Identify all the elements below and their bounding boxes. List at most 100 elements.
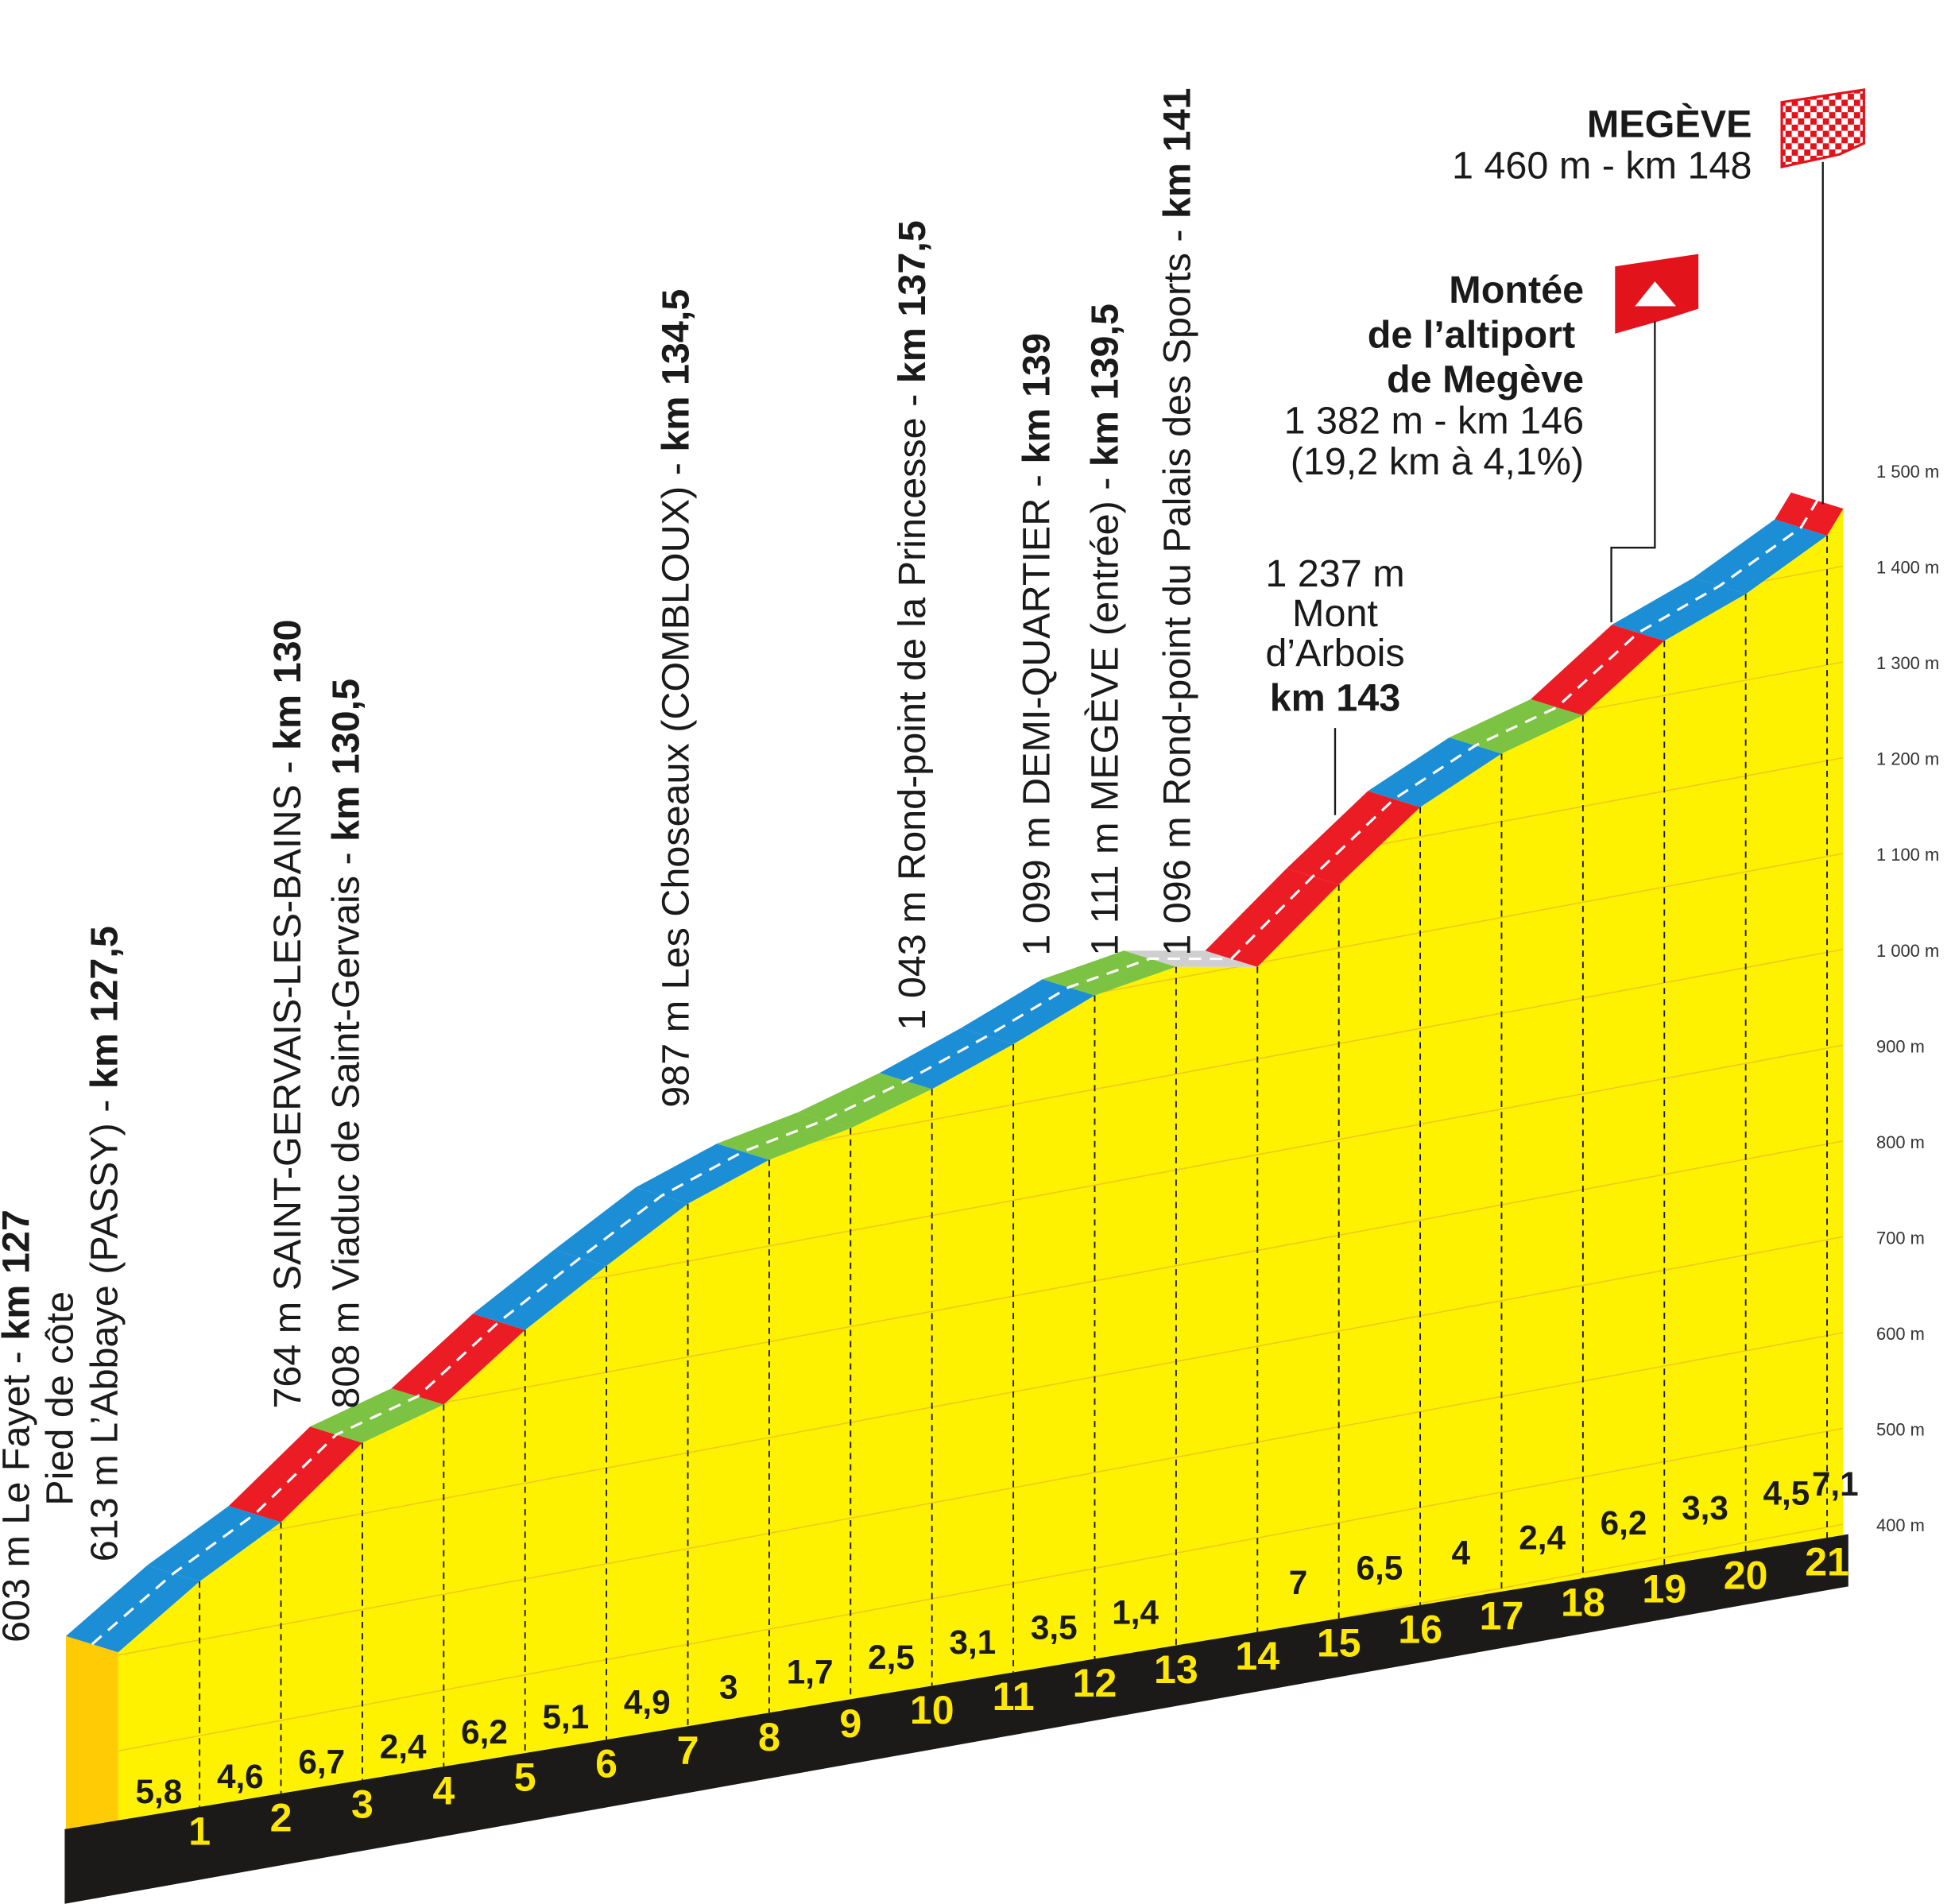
place-km: km 139,5 [1083,304,1126,466]
gradient-band [1205,868,1339,967]
y-tick-label: 1 000 m [1876,941,1939,961]
gradient-label: 7,1 [1812,1465,1859,1503]
summit-km: km 143 [1270,677,1401,720]
y-tick-label: 700 m [1876,1228,1925,1248]
place-text: 987 m Les Choseaux (COMBLOUX) - [654,452,697,1108]
gradient-label: 6,5 [1356,1549,1403,1586]
gradient-band [961,979,1095,1044]
km-label: 19 [1642,1567,1686,1612]
summit-line: 1 237 m [1265,552,1404,595]
climb-info: 1 382 m - km 146 [1284,399,1585,442]
gradient-label: 4 [1452,1534,1471,1572]
km-label: 20 [1724,1554,1768,1598]
place-text: 1 096 m Rond-point du Palais des Sports … [1156,219,1198,956]
place-km: km 127 [0,1209,37,1341]
gradient-label: 7 [1289,1564,1308,1601]
gradient-band [1775,492,1844,536]
place-label: 1 096 m Rond-point du Palais des Sports … [1156,87,1198,955]
place-text: 603 m Le Fayet - [0,1341,37,1643]
km-label: 3 [351,1782,374,1827]
km-label: 11 [993,1674,1035,1719]
grid-line [118,1332,1844,1656]
place-label: 808 m Viaduc de Saint-Gervais - km 130,5 [324,679,367,1409]
place-text: Pied de côte [38,1291,81,1506]
text-layer: 1 237 m Mont d’Arbois km 143 Montée de l… [0,87,1865,1643]
place-label: 1 111 m MEGÈVE (entrée) - km 139,5 [1083,304,1126,956]
climb-detail: (19,2 km à 4,1%) [1291,440,1584,483]
km-label: 14 [1235,1634,1279,1678]
place-text: 808 m Viaduc de Saint-Gervais - [324,842,367,1409]
place-text: 613 m L’Abbaye (PASSY) - [83,1089,126,1562]
gradient-label: 4,9 [624,1683,671,1720]
place-text: 764 m SAINT-GERVAIS-LES-BAINS - [266,750,309,1409]
km-label: 6 [595,1742,617,1786]
place-label: 987 m Les Choseaux (COMBLOUX) - km 134,5 [654,289,697,1108]
place-km: km 134,5 [654,289,697,452]
y-tick-label: 1 100 m [1876,845,1939,865]
km-label: 18 [1561,1581,1605,1625]
y-tick-label: 900 m [1876,1036,1925,1056]
km-label: 12 [1073,1661,1117,1705]
place-label: 613 m L’Abbaye (PASSY) - km 127,5 [83,926,126,1562]
gradient-band [1693,519,1828,594]
gradient-label: 1,4 [1112,1594,1159,1631]
km-label: 8 [758,1715,780,1759]
km-label: 10 [910,1688,954,1732]
gradient-label: 6,2 [1601,1504,1647,1542]
summit-line: d’Arbois [1265,632,1404,675]
km-label: 13 [1154,1647,1198,1692]
gradient-label: 3,1 [950,1623,997,1661]
km-label: 9 [839,1701,861,1746]
place-km: km 139 [1015,333,1058,464]
climb-name: Montée [1449,269,1584,312]
km-label: 15 [1317,1620,1361,1665]
gradient-label: 6,7 [298,1743,345,1780]
gradient-label: 3 [719,1669,738,1706]
climb-name: de Megève [1387,358,1584,401]
place-km: km 137,5 [891,220,934,383]
gradient-band [635,1144,769,1204]
place-km: km 130 [266,619,309,750]
km-label: 21 [1805,1540,1849,1585]
y-tick-label: 400 m [1876,1515,1925,1535]
place-km: km 130,5 [324,679,367,842]
km-label: 17 [1480,1593,1524,1638]
finish-info: 1 460 m - km 148 [1452,144,1752,187]
finish-flag [1780,88,1865,168]
y-tick-label: 1 300 m [1876,653,1939,673]
gradient-label: 5,8 [136,1773,183,1810]
leader-line [1610,321,1656,623]
gradient-label: 5,1 [543,1698,590,1736]
y-tick-label: 600 m [1876,1324,1925,1344]
center-line [91,500,1818,1646]
gradient-label: 2,4 [1519,1519,1566,1557]
gradient-label: 3,5 [1031,1608,1078,1646]
place-text: 1 111 m MEGÈVE (entrée) - [1083,466,1126,956]
place-label: Pied de côte [38,1291,81,1506]
km-label: 16 [1398,1607,1442,1651]
place-label: 764 m SAINT-GERVAIS-LES-BAINS - km 130 [266,619,309,1408]
gradient-label: 3,3 [1682,1489,1728,1527]
mountain-icon [1635,281,1676,307]
km-label: 4 [432,1769,455,1813]
gradient-label: 2,5 [868,1639,915,1676]
y-tick-label: 1 500 m [1876,462,1939,482]
km-label: 5 [514,1755,536,1800]
place-label: 1 099 m DEMI-QUARTIER - km 139 [1015,333,1058,956]
y-tick-label: 1 200 m [1876,749,1939,769]
km-label: 7 [677,1728,699,1773]
gradient-label: 1,7 [787,1654,834,1691]
km-label: 2 [270,1795,292,1840]
place-label: 603 m Le Fayet - km 127 [0,1209,37,1643]
summit-line: Mont [1292,592,1378,635]
place-label: 1 043 m Rond-point de la Princesse - km … [891,220,934,1030]
climb-name: de l’altiport [1368,313,1575,356]
km-label: 1 [188,1809,211,1853]
place-km: km 127,5 [83,926,126,1089]
base-band [64,1534,1848,1904]
y-tick-label: 500 m [1876,1420,1925,1440]
y-tick-label: 1 400 m [1876,558,1939,578]
